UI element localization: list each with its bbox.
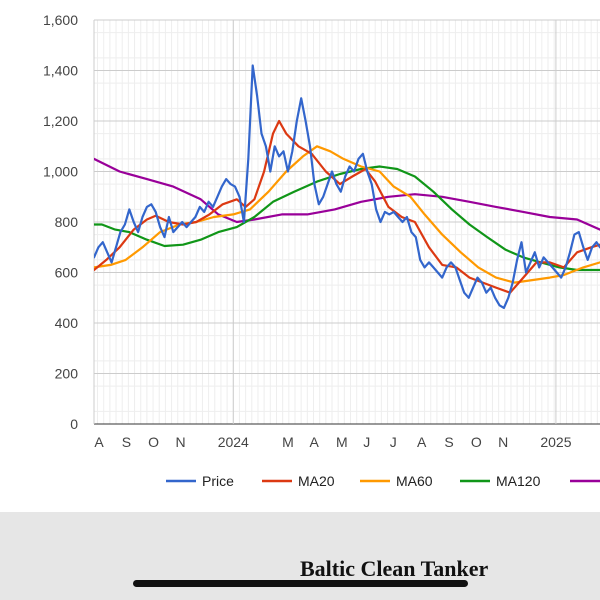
series-line-ma120 [94, 165, 600, 272]
x-tick-label: N [176, 434, 186, 450]
x-tick-label: J [390, 434, 397, 450]
x-tick-label: 2025 [540, 434, 571, 450]
chart-series [94, 64, 600, 309]
legend-label: MA120 [496, 473, 541, 489]
x-tick-label: M [336, 434, 348, 450]
home-indicator[interactable] [133, 580, 468, 587]
y-tick-label: 1,400 [43, 63, 78, 79]
legend-label: Price [202, 473, 234, 489]
x-tick-label: O [471, 434, 482, 450]
chart-legend: Price MA20 MA60 MA120 [166, 473, 600, 489]
x-tick-label: N [498, 434, 508, 450]
x-tick-label: S [444, 434, 453, 450]
y-tick-label: 200 [55, 366, 79, 382]
y-tick-label: 1,000 [43, 164, 78, 180]
y-tick-label: 800 [55, 214, 79, 230]
series-line-5 [94, 157, 600, 231]
legend-label: MA60 [396, 473, 433, 489]
x-tick-label: A [310, 434, 320, 450]
y-tick-label: 0 [70, 416, 78, 432]
x-tick-label: J [363, 434, 370, 450]
y-tick-label: 1,600 [43, 12, 78, 28]
x-tick-label: S [122, 434, 131, 450]
series-line-price [94, 64, 600, 309]
chart-caption: Baltic Clean Tanker [300, 556, 489, 581]
y-tick-label: 1,200 [43, 113, 78, 129]
x-tick-label: M [282, 434, 294, 450]
legend-label: MA20 [298, 473, 335, 489]
x-tick-label: 2024 [218, 434, 249, 450]
y-tick-label: 600 [55, 265, 79, 281]
x-tick-label: A [417, 434, 427, 450]
x-tick-label: A [94, 434, 104, 450]
x-tick-label: O [148, 434, 159, 450]
y-tick-label: 400 [55, 315, 79, 331]
